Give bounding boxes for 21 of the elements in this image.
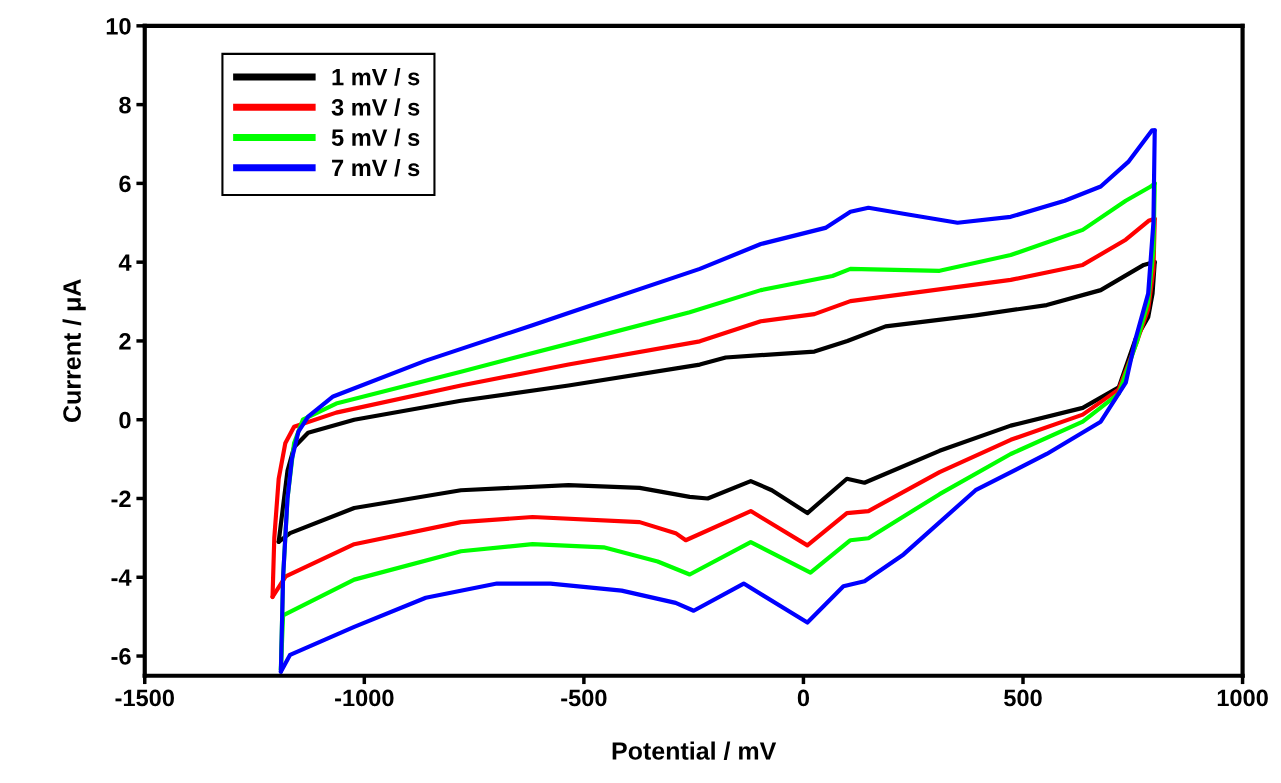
x-tick-label: -1000 [335,689,394,707]
legend-label: 5 mV / s [331,128,420,147]
y-tick-label: 0 [119,411,131,429]
y-tick-label: -2 [111,490,131,508]
legend-label: 7 mV / s [332,158,420,177]
x-axis-title: Potential / mV [612,741,777,761]
y-tick-label: -4 [111,569,132,586]
x-tick-label: 0 [797,689,810,707]
x-tick-label: 500 [1004,689,1042,707]
y-tick-label: 2 [119,333,131,350]
legend-label: 3 mV / s [331,98,420,116]
y-axis-title: Current / μA [62,279,86,422]
y-tick-label: -6 [111,648,131,665]
y-tick-label: 4 [118,254,132,271]
x-tick-label: 1000 [1217,689,1268,707]
x-tick-label: -1500 [115,689,174,707]
y-tick-label: 8 [119,96,131,114]
x-tick-label: -500 [561,689,607,707]
y-tick-label: 6 [119,175,131,193]
legend-label: 1 mV / s [332,68,420,86]
y-tick-label: 10 [106,17,131,35]
